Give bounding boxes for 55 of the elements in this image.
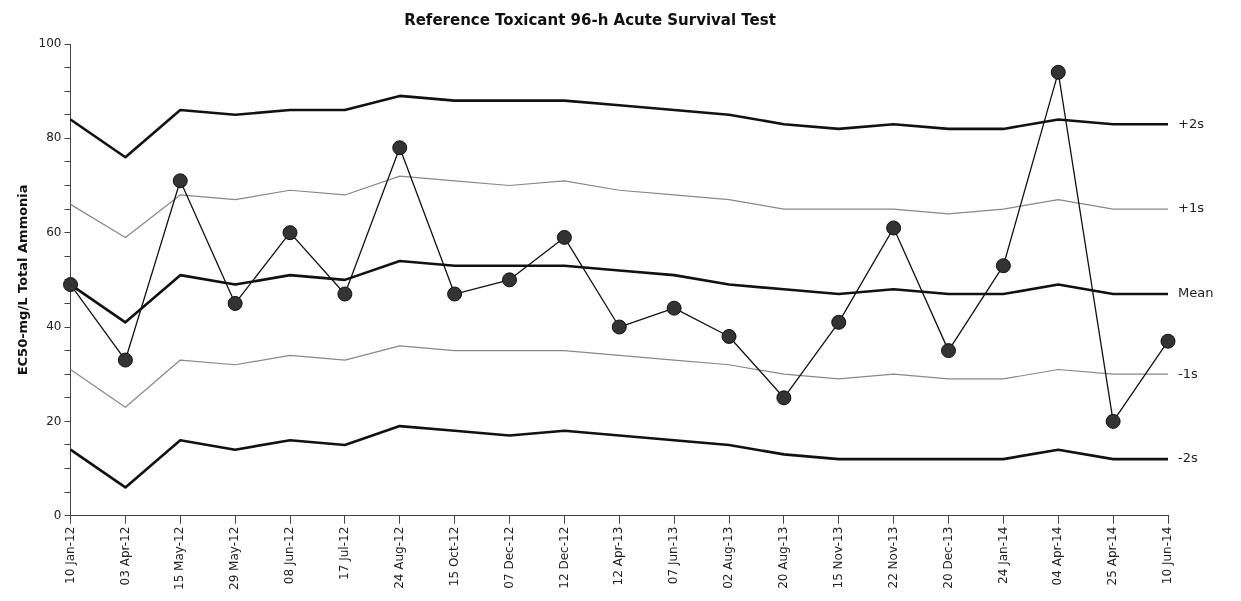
chart-title: Reference Toxicant 96-h Acute Survival Test bbox=[404, 10, 776, 29]
series-label: -1s bbox=[1178, 365, 1198, 381]
x-tick-label: 20 Aug-13 bbox=[776, 526, 790, 589]
y-tick-label: 40 bbox=[46, 319, 62, 334]
series-label: +1s bbox=[1178, 200, 1205, 216]
point bbox=[447, 286, 463, 302]
point bbox=[1105, 413, 1121, 429]
x-tick-label: 22 Nov-13 bbox=[885, 526, 900, 589]
x-tick-label: 20 Dec-13 bbox=[940, 526, 955, 589]
x-tick-label: 07 Dec-12 bbox=[501, 526, 516, 589]
point bbox=[941, 343, 956, 359]
point bbox=[886, 220, 902, 236]
point bbox=[831, 314, 847, 330]
point bbox=[666, 300, 682, 316]
point bbox=[776, 390, 792, 406]
x-tick-label: 15 May-12 bbox=[172, 526, 187, 590]
point bbox=[63, 277, 78, 293]
x-tick-label: 15 Nov-13 bbox=[830, 526, 845, 589]
y-axis-title: EC50-mg/L Total Ammonia bbox=[15, 184, 31, 376]
x-tick-label: 15 Oct-12 bbox=[446, 526, 461, 587]
point bbox=[611, 319, 627, 335]
point bbox=[1050, 64, 1066, 80]
point bbox=[392, 140, 408, 156]
point bbox=[721, 328, 737, 344]
point bbox=[227, 295, 243, 311]
series-label: +2s bbox=[1178, 115, 1205, 131]
x-tick-label: 10 Jan-12 bbox=[62, 526, 77, 584]
x-tick-label: 25 Apr-14 bbox=[1105, 526, 1120, 586]
y-tick-label: 60 bbox=[46, 224, 62, 239]
x-tick-label: 29 May-12 bbox=[227, 526, 242, 590]
x-tick-label: 08 Jun-12 bbox=[282, 526, 297, 585]
point bbox=[995, 258, 1011, 274]
y-tick-label: 20 bbox=[46, 413, 62, 428]
point bbox=[117, 352, 133, 368]
point bbox=[556, 229, 572, 245]
x-tick-label: 24 Aug-12 bbox=[391, 526, 406, 589]
series-label: -2s bbox=[1178, 450, 1198, 466]
y-tick-label: 100 bbox=[38, 36, 62, 51]
x-tick-label: 12 Apr-13 bbox=[611, 526, 626, 586]
x-tick-label: 17 Jul-12 bbox=[337, 526, 351, 580]
point bbox=[172, 173, 188, 189]
x-tick-label: 10 Jun-14 bbox=[1160, 526, 1175, 585]
x-tick-label: 07 Jun-13 bbox=[666, 526, 681, 585]
point bbox=[1160, 333, 1176, 349]
x-tick-label: 12 Dec-12 bbox=[556, 526, 571, 589]
y-tick-label: 0 bbox=[53, 507, 62, 522]
x-tick-label: 24 Jan-14 bbox=[995, 526, 1010, 584]
x-tick-label: 02 Aug-13 bbox=[721, 526, 736, 589]
series-label: Mean bbox=[1178, 285, 1214, 301]
x-tick-label: 03 Apr-12 bbox=[117, 526, 132, 586]
point bbox=[337, 286, 353, 302]
x-tick-label: 04 Apr-14 bbox=[1050, 526, 1065, 586]
point bbox=[282, 225, 298, 241]
y-tick-label: 80 bbox=[46, 130, 62, 145]
point bbox=[502, 272, 517, 288]
